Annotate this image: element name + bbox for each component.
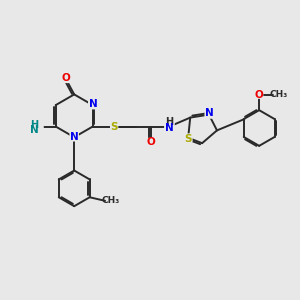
Text: N: N (165, 123, 174, 133)
FancyBboxPatch shape (110, 122, 118, 131)
Text: N: N (89, 99, 98, 109)
Text: H: H (30, 120, 38, 130)
FancyBboxPatch shape (27, 122, 44, 131)
Text: N: N (70, 132, 79, 142)
Text: N: N (205, 108, 214, 118)
Text: O: O (61, 74, 70, 83)
FancyBboxPatch shape (62, 75, 70, 83)
FancyBboxPatch shape (164, 121, 175, 132)
FancyBboxPatch shape (70, 133, 79, 142)
FancyBboxPatch shape (205, 110, 213, 119)
Text: CH₃: CH₃ (270, 90, 288, 99)
Text: N: N (30, 125, 39, 135)
FancyBboxPatch shape (88, 101, 98, 110)
Text: H: H (165, 117, 173, 127)
Text: CH₃: CH₃ (101, 196, 120, 205)
Text: O: O (147, 137, 155, 147)
FancyBboxPatch shape (184, 134, 193, 142)
Text: S: S (110, 122, 118, 131)
Text: O: O (255, 90, 264, 100)
FancyBboxPatch shape (255, 91, 263, 99)
Text: S: S (184, 134, 191, 144)
FancyBboxPatch shape (147, 138, 155, 146)
